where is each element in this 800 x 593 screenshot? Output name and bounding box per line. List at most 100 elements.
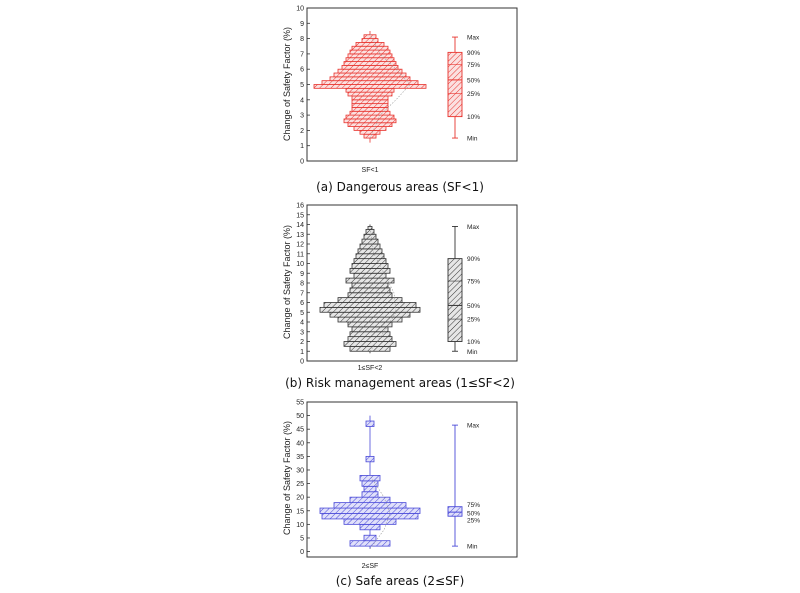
y-tick-label: 5 [300, 82, 304, 89]
histogram-bar [319, 306, 421, 313]
box-label-p25: 25% [467, 91, 480, 98]
y-axis-label: Change of Safety Factor (%) [282, 421, 292, 535]
normal-curve [369, 229, 397, 352]
y-tick-label: 9 [300, 21, 304, 28]
boxplot: Max 90% 75% 50% 25% 10% Min [447, 224, 480, 356]
histogram-bar [319, 507, 421, 514]
histogram [319, 224, 421, 354]
y-tick-label: 3 [300, 329, 304, 336]
y-tick-label: 4 [300, 97, 304, 104]
normal-curve [369, 475, 391, 549]
y-tick-label: 50 [296, 413, 304, 420]
histogram-bar [347, 292, 393, 299]
histogram-bar [363, 534, 377, 542]
y-tick-label: 6 [300, 300, 304, 307]
y-tick-label: 1 [300, 349, 304, 356]
box-label-p25: 25% [467, 518, 480, 525]
y-tick-label: 9 [300, 271, 304, 278]
y-tick-label: 11 [297, 251, 304, 258]
histogram-bar [365, 228, 375, 235]
histogram-bar [351, 263, 389, 269]
panel-a: 0 1 2 3 4 5 6 7 8 9 10 Change of Safety Factor (%)… [282, 6, 518, 194]
histogram-bar [343, 518, 397, 525]
histogram-bar [361, 238, 379, 245]
y-tick-label: 0 [300, 359, 304, 366]
box-label-p90: 90% [467, 50, 480, 57]
histogram-bar [351, 95, 389, 101]
y-tick-label: 2 [300, 339, 304, 346]
histogram-bar [349, 287, 391, 294]
histogram-bar [351, 107, 389, 112]
histogram-bar [349, 267, 391, 274]
histogram-bar [329, 311, 411, 318]
histogram-bar [355, 42, 385, 47]
histogram-bar [365, 455, 375, 463]
y-tick-label: 10 [296, 261, 304, 268]
histogram-bar [333, 502, 407, 509]
histogram-bar [359, 523, 381, 531]
y-tick-label: 7 [300, 290, 304, 297]
y-tick-label: 55 [296, 400, 304, 407]
box-label-max: Max [467, 35, 480, 42]
y-tick-label: 10 [296, 6, 304, 13]
box-label-p50: 50% [467, 303, 480, 310]
box-body [447, 506, 463, 517]
histogram-bar [349, 540, 391, 547]
histogram [319, 415, 421, 549]
box-label-max: Max [467, 423, 480, 430]
histogram-bar [351, 99, 389, 105]
histogram-bar [351, 45, 389, 51]
box-label-min: Min [467, 544, 478, 551]
box-label-max: Max [467, 224, 480, 231]
histogram-bar [347, 321, 393, 328]
y-tick-label: 0 [300, 159, 304, 166]
y-tick-label: 12 [296, 242, 304, 249]
histogram-bar [341, 64, 399, 70]
plot-frame [306, 401, 518, 558]
histogram-bar [349, 110, 391, 116]
histogram-bar [349, 331, 391, 338]
y-tick-label: 40 [296, 440, 304, 447]
histogram-bar [357, 248, 383, 255]
y-tick-label: 1 [300, 143, 304, 150]
histogram-bar [351, 282, 389, 289]
y-axis: 0 5 10 15 20 25 30 35 40 45 50 55 [296, 400, 310, 556]
box-label-p10: 10% [467, 114, 480, 121]
boxplot: Max 75% 50%25% Min [447, 423, 480, 551]
box-label-p10: 10% [467, 339, 480, 346]
histogram-bar [363, 485, 377, 493]
y-tick-label: 6 [300, 67, 304, 74]
box-label-min: Min [467, 349, 478, 356]
y-tick-label: 8 [300, 36, 304, 43]
histogram-bar [355, 253, 385, 260]
y-tick-label: 10 [296, 522, 304, 529]
box-label-p75: 75% [467, 62, 480, 69]
histogram-bar [333, 72, 407, 78]
y-tick-label: 45 [296, 427, 304, 434]
y-axis: 0 1 2 3 4 5 6 7 8 9 10 [296, 6, 310, 166]
histogram-bar [359, 475, 381, 482]
boxplot: Max 90% 75% 50% 25% 10% Min [447, 35, 480, 143]
histogram-bar [337, 297, 403, 303]
x-axis-label: 1≤SF<2 [358, 365, 383, 372]
caption: (a) Dangerous areas (SF<1) [316, 180, 484, 194]
histogram-bar [367, 226, 373, 230]
histogram-bar [351, 103, 389, 108]
histogram-bar [323, 302, 417, 308]
histogram-bar [345, 114, 395, 120]
histogram-bar [359, 243, 381, 250]
panel-c: 0 5 10 15 20 25 30 35 40 45 50 55 Change of Safety … [282, 400, 518, 588]
y-tick-label: 5 [300, 535, 304, 542]
histogram-bar [353, 272, 387, 279]
y-tick-label: 3 [300, 113, 304, 120]
box-body [447, 51, 463, 118]
histogram-bar [343, 341, 397, 347]
histogram-bar [361, 491, 379, 498]
histogram-bar [347, 91, 393, 97]
histogram-bar [345, 87, 395, 93]
x-axis-label: SF<1 [362, 167, 379, 174]
histogram-bar [351, 326, 389, 333]
y-tick-label: 5 [300, 310, 304, 317]
